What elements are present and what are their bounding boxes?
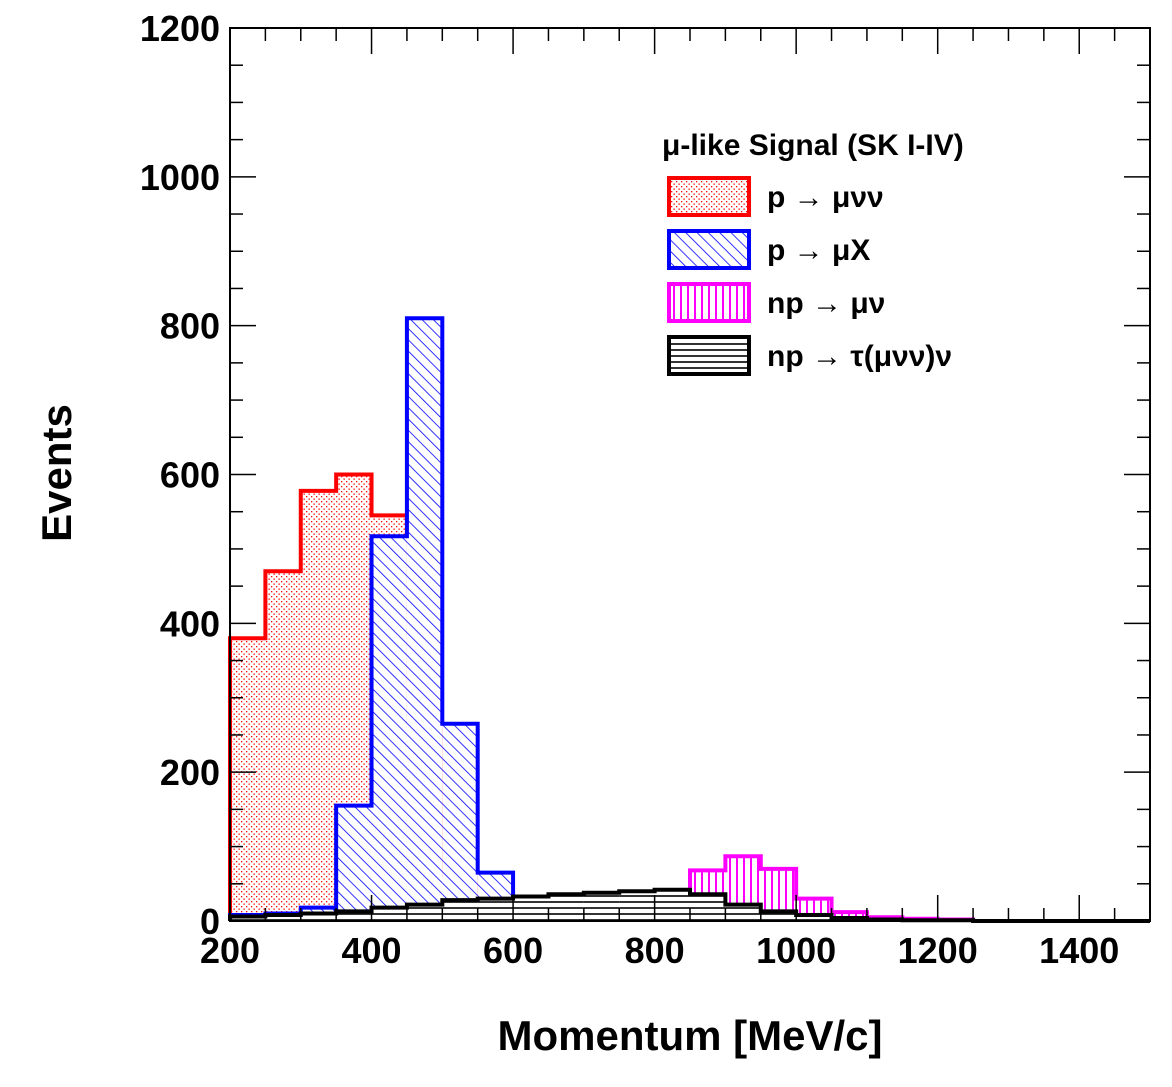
legend-label: p → μνν xyxy=(767,181,884,214)
legend-entry: p → μνν xyxy=(667,176,884,217)
x-tick-label: 800 xyxy=(625,930,685,971)
legend-swatch xyxy=(667,335,751,376)
y-tick-label: 600 xyxy=(160,455,220,496)
y-tick-label: 1200 xyxy=(140,8,220,49)
histogram-bar xyxy=(230,638,266,921)
y-tick-label: 400 xyxy=(160,603,220,644)
legend: μ-like Signal (SK I-IV) p → μνν p → μX np … xyxy=(662,129,964,376)
y-tick-label: 1000 xyxy=(140,157,220,198)
histogram-bar xyxy=(760,911,797,921)
legend-entry: np → μν xyxy=(667,282,885,323)
histogram-bar xyxy=(548,894,584,921)
histogram-bar xyxy=(619,891,655,921)
histogram-bar xyxy=(513,896,549,921)
x-tick-label: 1000 xyxy=(756,930,836,971)
x-tick-label: 600 xyxy=(483,930,543,971)
legend-label: np → τ(μνν)ν xyxy=(767,340,952,373)
histogram-bar xyxy=(300,913,337,921)
histogram-bar xyxy=(654,889,690,921)
legend-label: p → μX xyxy=(767,234,870,267)
histogram-bar xyxy=(442,723,478,921)
legend-swatch xyxy=(667,176,751,217)
y-tick-label: 800 xyxy=(160,306,220,347)
histogram-bar xyxy=(371,907,407,921)
histogram-bar xyxy=(796,915,832,921)
histogram-bar xyxy=(371,536,407,921)
histogram-bar xyxy=(336,805,372,921)
histogram-bar xyxy=(265,915,301,921)
histogram-bar xyxy=(442,900,478,921)
histogram-bar xyxy=(690,894,726,921)
y-tick-label: 0 xyxy=(200,901,220,942)
y-axis-title: Events xyxy=(33,404,80,542)
x-tick-label: 1400 xyxy=(1039,930,1119,971)
legend-entry: np → τ(μνν)ν xyxy=(667,335,952,376)
histogram-bar xyxy=(265,571,301,921)
histogram-bar xyxy=(725,904,761,921)
x-tick-label: 400 xyxy=(341,930,401,971)
histogram-series xyxy=(228,316,1150,923)
x-axis-title: Momentum [MeV/c] xyxy=(497,1012,882,1059)
histogram-bar xyxy=(583,892,620,921)
histogram-bar xyxy=(336,911,372,921)
histogram-bar xyxy=(230,916,266,921)
x-tick-label: 1200 xyxy=(898,930,978,971)
legend-title: μ-like Signal (SK I-IV) xyxy=(662,129,964,162)
histogram-bar xyxy=(477,898,514,921)
histogram-bar xyxy=(406,318,443,922)
axes: 200 400 600 800 1000 1200 14000200400600800100… xyxy=(140,8,1151,971)
y-tick-label: 200 xyxy=(160,752,220,793)
legend-swatch xyxy=(667,229,751,270)
legend-entry: p → μX xyxy=(667,229,870,270)
legend-swatch xyxy=(667,282,751,323)
x-tick-label: 200 xyxy=(200,930,260,971)
histogram-bar xyxy=(406,904,443,921)
legend-label: np → μν xyxy=(767,287,885,320)
histogram-bar xyxy=(300,490,337,921)
